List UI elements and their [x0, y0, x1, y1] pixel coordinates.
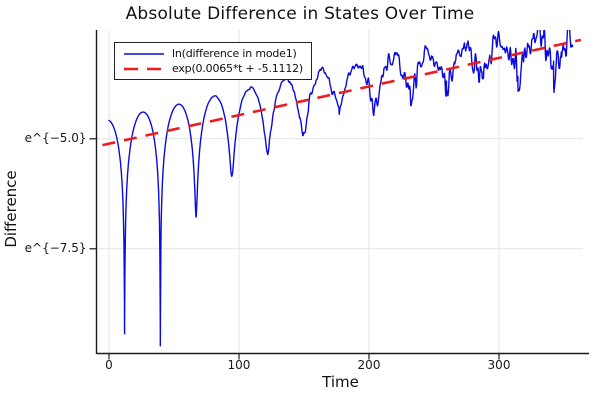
legend-label-blue: ln(difference in mode1)	[172, 47, 297, 60]
series-line-ln-difference	[108, 30, 574, 347]
y-tick-label-e-7-5: e^{−7.5}	[24, 240, 87, 255]
axes-spines-and-ticks	[89, 30, 589, 360]
legend-label-red: exp(0.0065*t + -5.1112)	[172, 62, 304, 75]
series-line-exp-fit	[102, 38, 582, 147]
y-axis-label: Difference	[2, 170, 20, 248]
legend-entry-blue: ln(difference in mode1)	[121, 46, 307, 61]
legend-entry-red: exp(0.0065*t + -5.1112)	[121, 61, 307, 76]
legend-line-sample-solid	[124, 53, 164, 55]
y-tick-label-e-5: e^{−5.0}	[24, 130, 87, 145]
legend-line-sample-dashed	[124, 67, 164, 71]
x-tick-label-200: 200	[357, 358, 381, 372]
x-tick-label-300: 300	[487, 358, 511, 372]
chart-title: Absolute Difference in States Over Time	[125, 4, 475, 24]
x-axis-label: Time	[322, 373, 359, 391]
x-tick-label-0: 0	[105, 358, 113, 372]
legend-box: ln(difference in mode1) exp(0.0065*t + -…	[114, 42, 312, 80]
x-tick-label-100: 100	[227, 358, 251, 372]
